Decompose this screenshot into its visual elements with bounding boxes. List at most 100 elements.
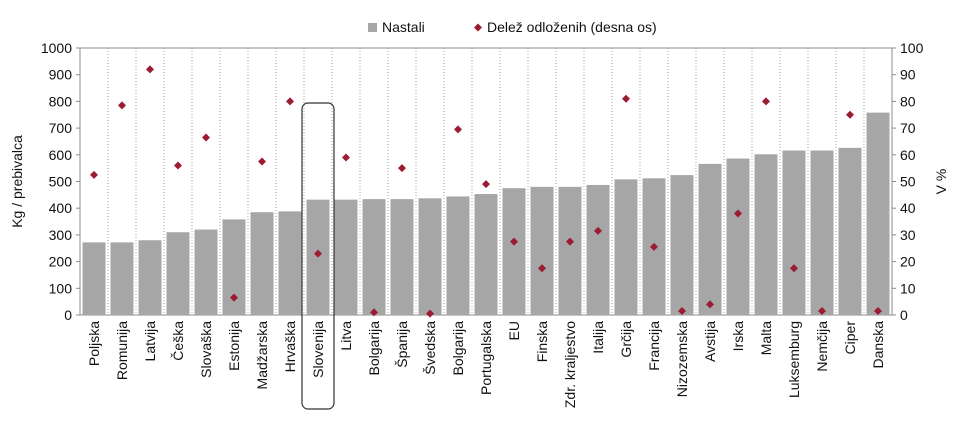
bar	[698, 163, 722, 315]
y2-tick-label: 80	[900, 93, 916, 109]
diamond-point	[370, 308, 378, 317]
diamond-point	[706, 300, 714, 309]
diamond-point	[146, 65, 154, 74]
bar	[138, 240, 162, 315]
bar	[166, 232, 190, 315]
legend-swatch-diamond	[474, 23, 482, 32]
diamond-point	[594, 226, 602, 235]
diamond-point	[258, 157, 266, 166]
category-label: Švedska	[422, 321, 438, 375]
category-label: Finska	[534, 321, 550, 362]
category-label: Madžarska	[254, 321, 270, 390]
bar	[418, 198, 442, 315]
bar	[782, 150, 806, 315]
legend-swatch-bars	[368, 23, 377, 32]
diamond-point	[454, 125, 462, 134]
bar	[726, 158, 750, 315]
bar	[446, 196, 470, 315]
diamond-point	[398, 164, 406, 173]
diamond-point	[790, 264, 798, 273]
category-label: Ciper	[842, 321, 858, 355]
diamond-point	[622, 94, 630, 103]
category-label: Francija	[646, 321, 662, 371]
bar	[250, 212, 274, 315]
bar	[838, 147, 862, 315]
y2-tick-label: 50	[900, 174, 916, 190]
y-tick-label: 200	[49, 254, 73, 270]
category-label: Bolgarija	[450, 321, 466, 376]
category-label: EU	[506, 321, 522, 340]
y-tick-label: 300	[49, 227, 73, 243]
diamond-point	[202, 133, 210, 142]
legend-label-diamond: Delež odloženih (desna os)	[487, 19, 657, 35]
diamond-point	[342, 153, 350, 162]
category-label: Zdr. kraljestvo	[562, 321, 578, 408]
bar	[110, 242, 134, 315]
diamond-point	[482, 180, 490, 189]
bar	[222, 219, 246, 315]
y2-tick-label: 0	[900, 307, 908, 323]
category-label: Italija	[590, 321, 606, 354]
diamond-point	[174, 161, 182, 170]
bar	[278, 211, 302, 315]
bar	[866, 112, 890, 315]
legend-label-bars: Nastali	[382, 19, 425, 35]
diamond-point	[566, 237, 574, 246]
category-label: Latvija	[142, 321, 158, 362]
y2-tick-label: 100	[900, 40, 924, 56]
category-label: Danska	[870, 321, 886, 369]
bar	[194, 229, 218, 315]
diamond-point	[762, 97, 770, 106]
diamond-point	[650, 242, 658, 251]
category-label: Grčija	[618, 321, 634, 358]
y-tick-label: 400	[49, 200, 73, 216]
category-label: Hrvaška	[282, 321, 298, 373]
category-label: Nizozemska	[674, 321, 690, 397]
bar	[474, 194, 498, 315]
y2-tick-label: 70	[900, 120, 916, 136]
diamond-point	[118, 101, 126, 110]
category-label: Avstija	[702, 321, 718, 362]
y-tick-label: 100	[49, 280, 73, 296]
y2-tick-label: 10	[900, 280, 916, 296]
category-label: Poljska	[86, 321, 102, 366]
bar	[334, 199, 358, 315]
bar	[810, 150, 834, 315]
bar	[502, 188, 526, 315]
diamond-point	[874, 306, 882, 315]
diamond-point	[426, 309, 434, 318]
highlight-box	[301, 102, 335, 410]
y2-tick-label: 20	[900, 254, 916, 270]
y2-axis-title: V %	[933, 169, 949, 195]
y-tick-label: 800	[49, 93, 73, 109]
bar	[362, 199, 386, 315]
diamond-point	[314, 249, 322, 258]
diamond-point	[846, 110, 854, 119]
y2-tick-label: 90	[900, 67, 916, 83]
diamond-point	[818, 306, 826, 315]
category-label: Španija	[394, 321, 410, 368]
diamond-point	[230, 293, 238, 302]
y2-tick-label: 60	[900, 147, 916, 163]
bar	[530, 186, 554, 315]
y-tick-label: 0	[64, 307, 72, 323]
y-tick-label: 700	[49, 120, 73, 136]
category-label: Litva	[338, 321, 354, 351]
category-label: Slovaška	[198, 321, 214, 378]
y-tick-label: 900	[49, 67, 73, 83]
diamond-point	[286, 97, 294, 106]
y2-tick-label: 30	[900, 227, 916, 243]
y-tick-label: 1000	[41, 40, 72, 56]
bar	[82, 242, 106, 315]
diamond-point	[510, 237, 518, 246]
y-tick-label: 500	[49, 174, 73, 190]
bar	[754, 154, 778, 315]
bar	[670, 175, 694, 315]
category-label: Luksemburg	[786, 321, 802, 398]
category-label: Bolgarija	[366, 321, 382, 376]
category-label: Portugalska	[478, 321, 494, 395]
category-label: Češka	[170, 321, 186, 361]
category-label: Irska	[730, 321, 746, 352]
